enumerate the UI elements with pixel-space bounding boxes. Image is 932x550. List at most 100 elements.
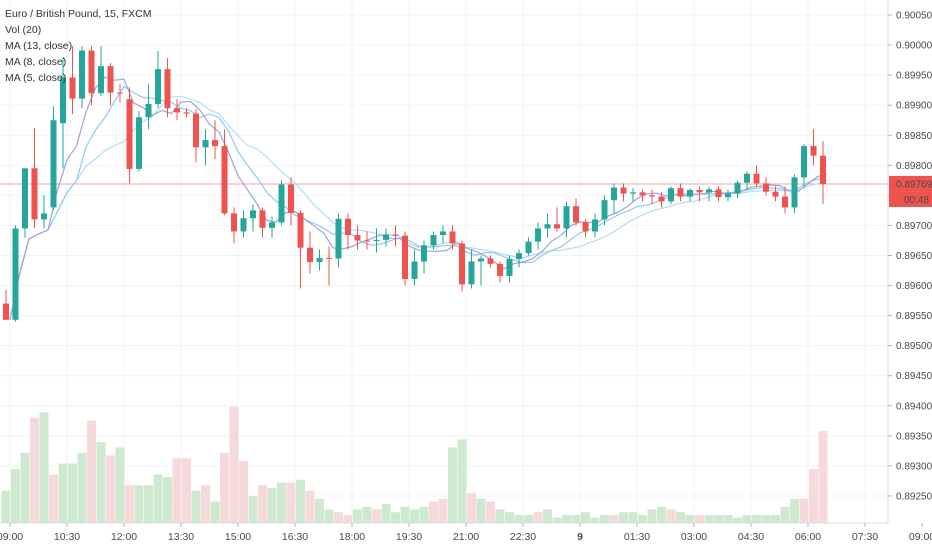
countdown-badge-bg — [889, 191, 932, 207]
volume-bar — [647, 509, 657, 523]
volume-bar — [676, 512, 685, 523]
volume-bar — [628, 512, 638, 523]
volume-bar — [20, 452, 30, 523]
candle-body — [478, 258, 484, 262]
grid-lines — [0, 0, 923, 523]
volume-bar — [799, 498, 809, 523]
volume-bar — [372, 509, 381, 523]
volume-bar — [286, 482, 296, 523]
volume-bar — [267, 487, 277, 523]
volume-bar — [657, 506, 666, 523]
volume-bar — [600, 514, 609, 523]
candle — [411, 249, 418, 286]
volume-bar — [771, 514, 780, 523]
candle — [383, 228, 389, 247]
price-tick-label: 0.89350 — [896, 431, 932, 442]
chart-legend: Euro / British Pound, 15, FXCM Vol (20) … — [5, 6, 151, 86]
candle-body — [421, 245, 427, 262]
candle-body — [753, 173, 760, 184]
time-axis: 09:00 10:30 12:00 13:30 15:00 16:30 18:00 19:30… — [0, 522, 932, 550]
volume-bar — [609, 514, 619, 523]
volume-bar — [210, 501, 220, 523]
candle-body — [69, 77, 76, 99]
last-price-badge: 0.89769 00:48 — [889, 175, 932, 207]
volume-bar — [410, 509, 419, 523]
indicator-ma8[interactable]: MA (8, close) — [5, 56, 67, 68]
volume-bar — [552, 517, 562, 523]
volume-bar — [704, 514, 714, 523]
candle — [582, 219, 589, 238]
candle-body — [516, 253, 522, 260]
volume-bar — [695, 514, 704, 523]
candle — [763, 177, 769, 196]
candle — [392, 225, 399, 247]
candle-body — [677, 188, 684, 197]
candle-body — [535, 228, 541, 242]
volume-bar — [30, 417, 39, 523]
candle — [744, 171, 750, 190]
candle — [506, 255, 513, 283]
candle — [155, 51, 161, 109]
volume-bar — [106, 455, 115, 523]
candle-body — [734, 182, 741, 194]
candle-body — [79, 50, 85, 99]
indicator-ma13[interactable]: MA (13, close) — [5, 40, 73, 52]
candle-body — [620, 187, 627, 194]
volume-bar — [343, 514, 353, 523]
indicator-vol[interactable]: Vol (20) — [5, 24, 42, 36]
candle-body — [269, 222, 275, 228]
candle-body — [3, 303, 9, 320]
time-tick-label: 21:00 — [453, 531, 479, 543]
candle-body — [202, 140, 209, 148]
candle-body — [98, 66, 104, 94]
candle-body — [402, 235, 408, 279]
volume-series — [1, 406, 828, 523]
candle — [639, 189, 646, 202]
candle — [88, 46, 95, 106]
candle-body — [164, 69, 171, 109]
volume-bar — [476, 498, 486, 523]
volume-bar — [153, 474, 163, 523]
volume-bar — [248, 496, 258, 523]
candle-body — [706, 189, 712, 193]
time-tick-label: 13:30 — [168, 531, 194, 543]
candle — [430, 231, 437, 250]
candle — [734, 180, 741, 199]
price-tick-label: 0.89850 — [896, 131, 932, 142]
candle — [231, 207, 237, 244]
volume-bar — [305, 490, 315, 523]
candlestick-series — [3, 46, 826, 322]
price-tick-label: 0.89950 — [896, 71, 932, 82]
candle — [22, 168, 28, 238]
volume-bar — [448, 447, 457, 523]
candle-body — [592, 219, 598, 232]
time-tick-label: 12:00 — [111, 531, 137, 543]
price-tick-label: 0.89700 — [896, 221, 932, 232]
indicator-ma5[interactable]: MA (5, close) — [5, 72, 67, 84]
price-tick-label: 0.89400 — [896, 401, 932, 412]
candle-body — [468, 261, 475, 285]
candle — [725, 189, 731, 202]
candle-body — [554, 224, 560, 229]
candle-body — [525, 241, 532, 254]
last-price-badge-bg — [889, 175, 932, 192]
volume-bar — [191, 490, 201, 523]
volume-bar — [11, 469, 20, 523]
volume-bar — [1, 490, 11, 523]
volume-bar — [39, 412, 49, 523]
volume-bar — [239, 460, 248, 523]
volume-bar — [562, 514, 571, 523]
volume-bar — [201, 485, 210, 523]
candle — [563, 201, 570, 238]
candle-body — [335, 218, 342, 259]
candle-body — [288, 184, 294, 213]
candle-body — [316, 257, 323, 263]
candle — [60, 57, 66, 169]
candle-body — [136, 117, 142, 169]
price-tick-label: 0.89800 — [896, 161, 932, 172]
candle-body — [411, 261, 418, 279]
candle — [297, 210, 304, 289]
candle-body — [459, 243, 465, 285]
